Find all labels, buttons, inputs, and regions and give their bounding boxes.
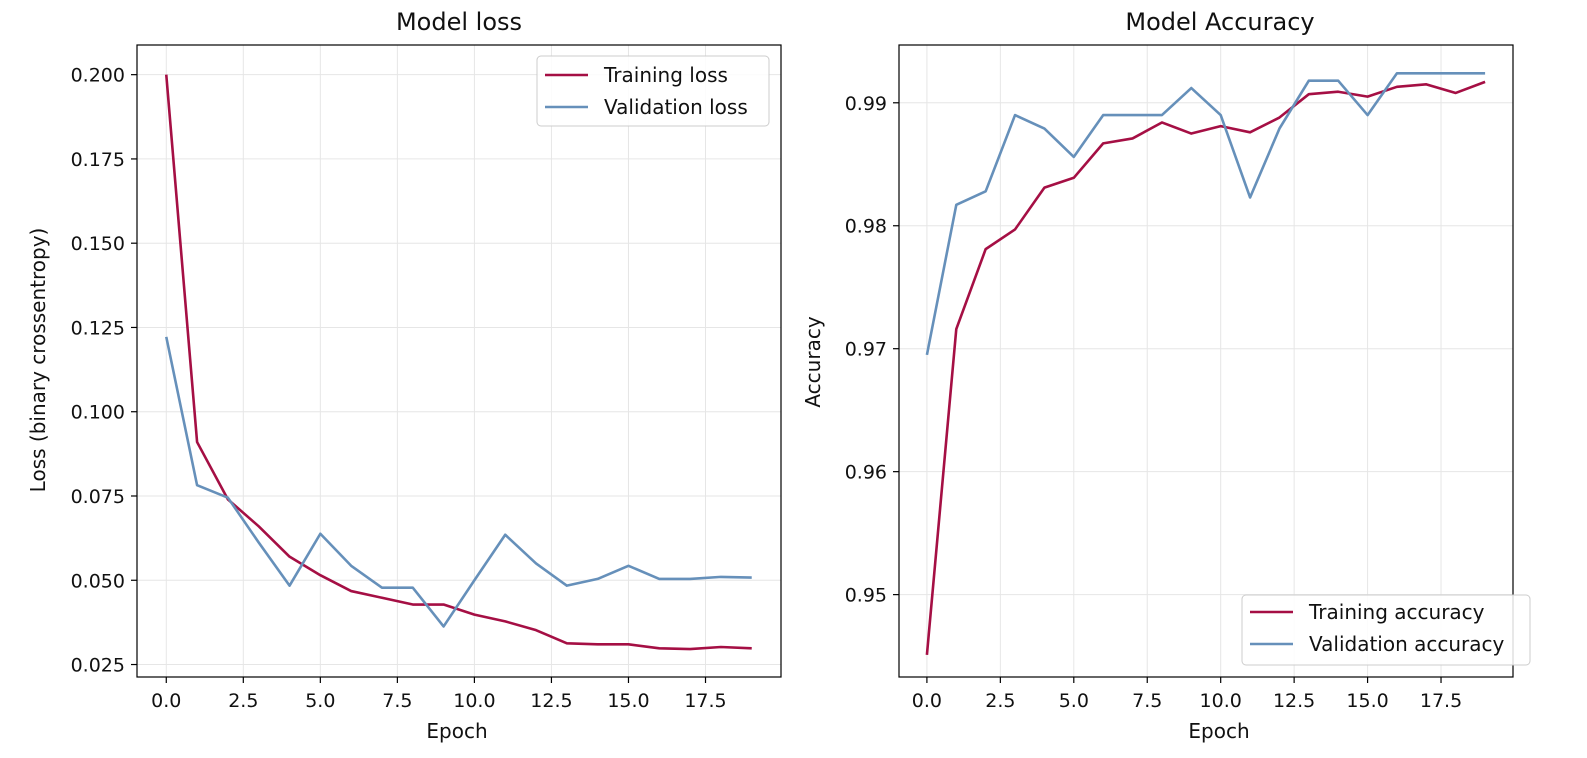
x-tick-label: 17.5 (1420, 690, 1462, 712)
x-tick-label: 15.0 (1346, 690, 1388, 712)
y-tick-label: 0.125 (71, 317, 125, 339)
y-tick-label: 0.97 (845, 339, 887, 361)
x-axis: 0.0 2.5 5.0 7.5 10.0 12.5 15.0 17.5 (151, 677, 727, 712)
x-tick-label: 15.0 (607, 690, 649, 712)
y-tick-label: 0.95 (845, 585, 887, 607)
chart-title: Model loss (396, 8, 522, 36)
accuracy-chart-panel: Model Accuracy Epoch Accuracy 0.0 2.5 5.0 7… (800, 0, 1587, 758)
x-tick-label: 7.5 (1132, 690, 1162, 712)
x-axis-label: Epoch (1188, 719, 1249, 743)
legend-label: Training loss (603, 63, 728, 87)
y-axis: 0.95 0.96 0.97 0.98 0.99 (845, 93, 899, 607)
x-tick-label: 5.0 (305, 690, 335, 712)
y-axis-label: Accuracy (801, 316, 825, 407)
legend: Training accuracy Validation accuracy (1241, 594, 1531, 666)
legend: Training loss Validation loss (536, 55, 770, 127)
grid (137, 45, 781, 677)
loss-chart-panel: Model loss Epoch Loss (binary crossentro… (26, 8, 782, 743)
x-tick-label: 7.5 (382, 690, 412, 712)
x-axis-label: Epoch (426, 719, 487, 743)
plot-frame (136, 44, 782, 678)
grid (899, 45, 1513, 677)
legend-box (536, 55, 770, 127)
y-tick-label: 0.99 (845, 93, 887, 115)
legend-box (1241, 594, 1531, 666)
y-tick-label: 0.150 (71, 233, 125, 255)
x-tick-label: 17.5 (684, 690, 726, 712)
series-line-training (925, 80, 1486, 655)
series-line-training (164, 74, 752, 651)
y-axis: 0.025 0.050 0.075 0.100 0.125 0.150 0.175 0.200 (71, 65, 137, 677)
x-tick-label: 12.5 (530, 690, 572, 712)
y-tick-label: 0.050 (71, 570, 125, 592)
y-axis-label: Loss (binary crossentropy) (26, 228, 50, 493)
plot-frame (898, 44, 1514, 678)
x-tick-label: 10.0 (1200, 690, 1242, 712)
legend-label: Validation accuracy (1309, 632, 1505, 656)
x-tick-label: 12.5 (1273, 690, 1315, 712)
series-line-validation (925, 71, 1486, 356)
x-axis: 0.0 2.5 5.0 7.5 10.0 12.5 15.0 17.5 (912, 677, 1462, 712)
y-tick-label: 0.100 (71, 402, 125, 424)
x-tick-label: 5.0 (1059, 690, 1089, 712)
y-tick-label: 0.075 (71, 486, 125, 508)
series-line-validation (164, 336, 752, 628)
x-tick-label: 2.5 (228, 690, 258, 712)
x-tick-label: 10.0 (453, 690, 495, 712)
legend-label: Training accuracy (1308, 600, 1485, 624)
loss-chart: Model loss Epoch Loss (binary crossentro… (26, 8, 782, 743)
chart-title: Model Accuracy (1125, 8, 1314, 36)
x-tick-label: 0.0 (912, 690, 942, 712)
y-tick-label: 0.025 (71, 655, 125, 677)
y-tick-label: 0.96 (845, 462, 887, 484)
y-tick-label: 0.98 (845, 216, 887, 238)
x-tick-label: 0.0 (151, 690, 181, 712)
accuracy-chart: Model Accuracy Epoch Accuracy 0.0 2.5 5.0 7… (801, 8, 1531, 743)
legend-label: Validation loss (604, 95, 748, 119)
y-tick-label: 0.200 (71, 65, 125, 87)
y-tick-label: 0.175 (71, 149, 125, 171)
x-tick-label: 2.5 (985, 690, 1015, 712)
